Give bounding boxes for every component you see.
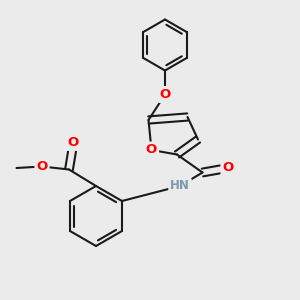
Text: HN: HN: [170, 179, 190, 193]
Text: O: O: [222, 161, 234, 175]
Text: O: O: [146, 143, 157, 157]
Text: O: O: [159, 88, 171, 101]
Text: O: O: [68, 136, 79, 149]
Text: O: O: [36, 160, 48, 173]
